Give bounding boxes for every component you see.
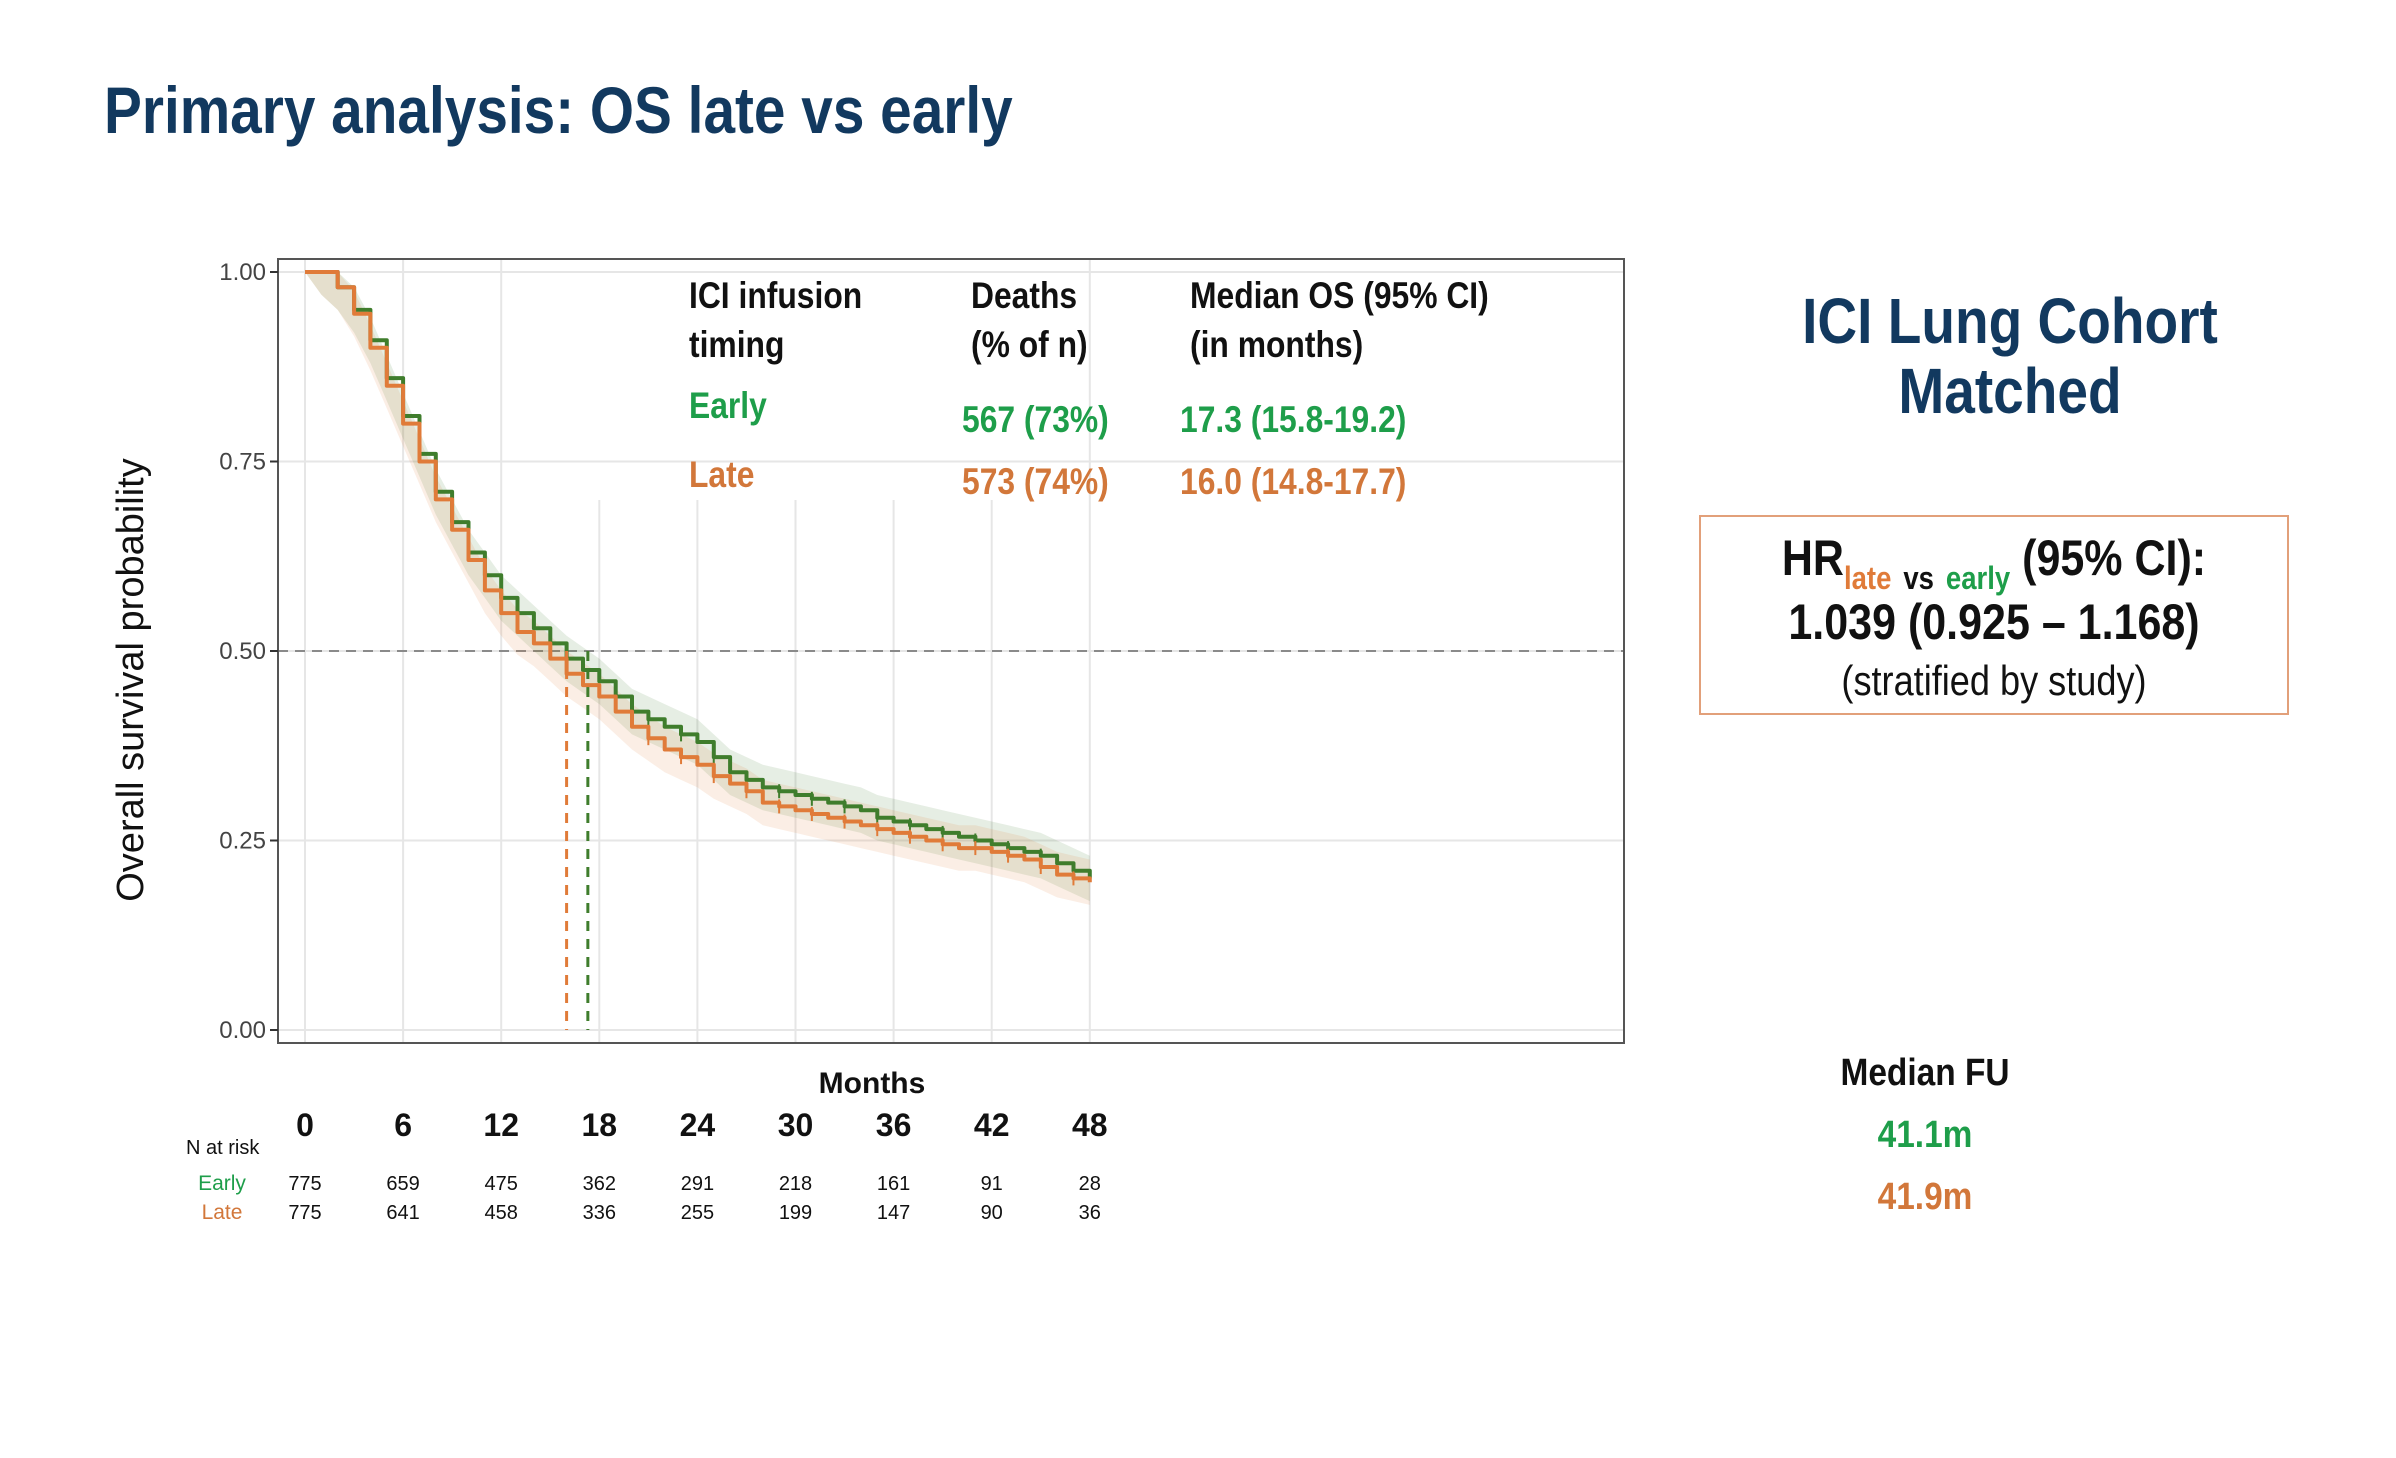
risk-value: 90	[981, 1202, 1003, 1224]
risk-row-label-early: Early	[198, 1172, 246, 1195]
median-fu-early: 41.1m	[1877, 1114, 1973, 1156]
hazard-ratio-box: HRlate vs early (95% CI): 1.039 (0.925 –…	[1699, 515, 2289, 715]
median-fu-late: 41.9m	[1877, 1176, 1973, 1218]
hazard-ratio-note: (stratified by study)	[1841, 657, 2147, 704]
risk-value: 641	[386, 1202, 419, 1224]
hazard-ratio-value: 1.039 (0.925 – 1.168)	[1788, 594, 2200, 650]
km-curve-early	[305, 270, 1092, 879]
x-tick-label: 0	[296, 1107, 314, 1143]
x-tick-label: 42	[974, 1107, 1010, 1143]
median-fu-title: Median FU	[1840, 1052, 2010, 1094]
risk-table-label: N at risk	[186, 1137, 260, 1159]
legend-group-late: Late	[689, 455, 754, 496]
hazard-ratio-header: HRlate vs early (95% CI):	[1742, 529, 2246, 596]
risk-value: 775	[288, 1173, 321, 1195]
x-axis-label: Months	[819, 1067, 926, 1100]
risk-value: 362	[583, 1173, 616, 1195]
page-title: Primary analysis: OS late vs early	[104, 73, 1013, 147]
ci-band-early	[305, 272, 1090, 902]
risk-value: 475	[485, 1173, 518, 1195]
y-tick-label: 0.25	[219, 828, 266, 855]
y-tick-label: 1.00	[219, 259, 266, 286]
x-tick-label: 48	[1072, 1107, 1108, 1143]
hr-suffix: (95% CI):	[2022, 530, 2207, 586]
x-tick-label: 30	[778, 1107, 814, 1143]
legend-header-timing-2: timing	[689, 325, 784, 366]
risk-value: 28	[1079, 1173, 1101, 1195]
risk-value: 91	[981, 1173, 1003, 1195]
risk-value: 147	[877, 1202, 910, 1224]
y-tick-label: 0.00	[219, 1017, 266, 1044]
legend-median-late: 16.0 (14.8-17.7)	[1180, 462, 1406, 503]
x-tick-label: 36	[876, 1107, 912, 1143]
legend-group-early: Early	[689, 386, 767, 427]
legend-header-median-2: (in months)	[1190, 325, 1363, 366]
y-tick-label: 0.50	[219, 638, 266, 665]
legend-deaths-late: 573 (74%)	[962, 462, 1109, 503]
y-tick-label: 0.75	[219, 449, 266, 476]
km-curve-late	[305, 270, 1092, 883]
cohort-title-line1: ICI Lung Cohort	[1802, 285, 2218, 357]
cohort-title-line2: Matched	[1898, 355, 2122, 427]
median-followup: Median FU 41.1m 41.9m	[1789, 1052, 2062, 1238]
y-axis-label: Overall survival probability	[110, 458, 152, 902]
cohort-title: ICI Lung Cohort Matched	[1709, 286, 2311, 426]
ci-band-late	[305, 272, 1090, 905]
x-tick-label: 24	[680, 1107, 716, 1143]
risk-value: 36	[1079, 1202, 1101, 1224]
risk-row-label-late: Late	[202, 1201, 243, 1224]
risk-value: 659	[386, 1173, 419, 1195]
risk-value: 255	[681, 1202, 714, 1224]
risk-value: 458	[485, 1202, 518, 1224]
hr-prefix: HR	[1781, 530, 1844, 586]
risk-value: 291	[681, 1173, 714, 1195]
hr-sub-early: early	[1945, 560, 2011, 596]
hr-sub-late: late	[1843, 560, 1892, 596]
legend-median-early: 17.3 (15.8-19.2)	[1180, 400, 1406, 441]
legend-header-deaths: Deaths	[971, 276, 1077, 317]
risk-value: 218	[779, 1173, 812, 1195]
x-tick-label: 12	[483, 1107, 519, 1143]
hr-sub-vs: vs	[1903, 560, 1934, 596]
legend-deaths-early: 567 (73%)	[962, 400, 1109, 441]
legend-header-timing: ICI infusion	[689, 276, 862, 317]
risk-value: 161	[877, 1173, 910, 1195]
risk-value: 199	[779, 1202, 812, 1224]
legend-header-deaths-2: (% of n)	[971, 325, 1088, 366]
legend-header-median: Median OS (95% CI)	[1190, 276, 1489, 317]
risk-value: 336	[583, 1202, 616, 1224]
risk-value: 775	[288, 1202, 321, 1224]
x-tick-label: 6	[394, 1107, 412, 1143]
x-tick-label: 18	[582, 1107, 618, 1143]
